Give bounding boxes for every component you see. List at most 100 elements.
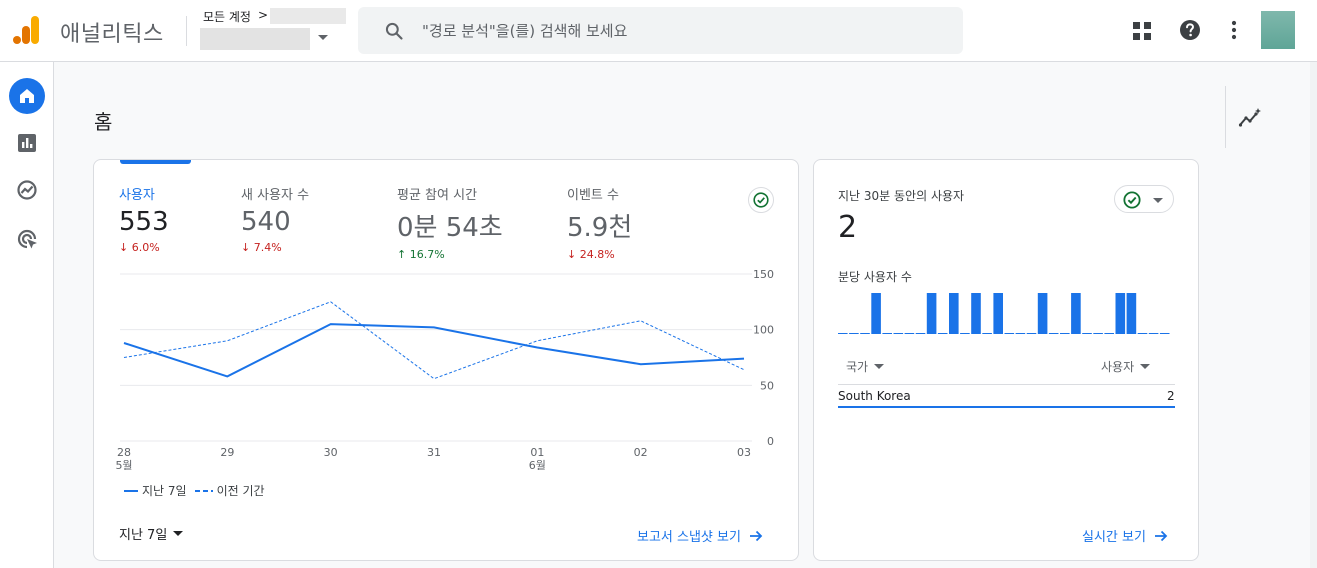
per-minute-bar bbox=[1082, 333, 1092, 334]
metric-tab-events[interactable]: 이벤트 수 5.9천 ↓ 24.8% bbox=[567, 184, 632, 261]
insights-icon[interactable] bbox=[1238, 106, 1262, 130]
per-minute-bar bbox=[1048, 333, 1059, 334]
caret-down-icon bbox=[874, 364, 885, 369]
legend-item-previous: 이전 기간 bbox=[194, 482, 265, 499]
metric-tab-new-users[interactable]: 새 사용자 수 540 ↓ 7.4% bbox=[241, 184, 309, 254]
column-header-users[interactable]: 사용자 bbox=[1101, 358, 1151, 375]
x-tick-label: 02 bbox=[634, 446, 648, 459]
x-month-label: 6월 bbox=[529, 459, 546, 470]
check-circle-icon bbox=[1123, 191, 1141, 209]
apps-grid-icon[interactable] bbox=[1132, 21, 1152, 41]
per-minute-bar bbox=[1037, 293, 1048, 334]
per-minute-bar bbox=[1126, 293, 1137, 334]
metric-tab-engagement-time[interactable]: 평균 참여 시간 0분 54초 ↑ 16.7% bbox=[397, 184, 503, 261]
top-bar: 애널리틱스 모든 계정 > bbox=[0, 0, 1317, 62]
per-minute-bar bbox=[915, 333, 926, 334]
redacted-property-name[interactable] bbox=[200, 28, 310, 50]
nav-home-button[interactable] bbox=[9, 78, 45, 114]
chart-legend: 지난 7일 이전 기간 bbox=[124, 482, 265, 499]
help-icon[interactable] bbox=[1179, 19, 1201, 41]
reports-icon[interactable] bbox=[16, 132, 38, 154]
date-range-selector[interactable]: 지난 7일 bbox=[119, 524, 184, 543]
link-label: 실시간 보기 bbox=[1082, 530, 1146, 545]
caret-down-icon bbox=[1140, 364, 1151, 369]
per-minute-bar bbox=[1004, 333, 1015, 334]
redacted-account-name bbox=[270, 8, 346, 24]
per-minute-bar bbox=[871, 293, 881, 334]
per-minute-bar bbox=[1148, 333, 1159, 334]
legend-item-current: 지난 7일 bbox=[124, 482, 187, 499]
realtime-quality-dropdown[interactable] bbox=[1114, 185, 1174, 213]
advertising-icon[interactable] bbox=[16, 228, 38, 250]
metric-value: 553 bbox=[119, 207, 169, 237]
metric-delta: ↓ 24.8% bbox=[567, 248, 615, 261]
y-tick-label: 100 bbox=[753, 324, 774, 337]
active-metric-indicator bbox=[120, 160, 191, 164]
page-title: 홈 bbox=[94, 110, 113, 134]
x-month-label: 5월 bbox=[115, 459, 132, 470]
x-tick-label: 28 bbox=[117, 446, 131, 459]
view-report-snapshot-link[interactable]: 보고서 스냅샷 보기 bbox=[637, 526, 763, 545]
per-minute-bar bbox=[982, 333, 992, 334]
legend-label: 지난 7일 bbox=[142, 484, 187, 498]
per-minute-bar bbox=[849, 333, 859, 334]
per-minute-subtitle: 분당 사용자 수 bbox=[838, 270, 912, 284]
per-minute-bar bbox=[971, 293, 981, 334]
account-breadcrumb-label[interactable]: 모든 계정 bbox=[203, 10, 251, 24]
metric-label: 사용자 bbox=[119, 188, 155, 203]
column-header-country[interactable]: 국가 bbox=[846, 358, 885, 375]
property-dropdown-icon[interactable] bbox=[318, 35, 328, 40]
per-minute-bar bbox=[1159, 333, 1170, 334]
analytics-logo-icon[interactable] bbox=[12, 15, 40, 45]
metric-label: 이벤트 수 bbox=[567, 188, 619, 203]
realtime-card: 지난 30분 동안의 사용자 2 분당 사용자 수 국가 사용자 South K… bbox=[813, 159, 1199, 561]
per-minute-bar bbox=[1093, 333, 1103, 334]
y-tick-label: 0 bbox=[767, 435, 774, 448]
x-tick-label: 30 bbox=[324, 446, 338, 459]
caret-down-icon bbox=[173, 531, 184, 536]
app-title: 애널리틱스 bbox=[60, 22, 164, 47]
per-minute-bar bbox=[937, 333, 948, 334]
legend-dashed-line bbox=[194, 489, 213, 492]
metric-label: 평균 참여 시간 bbox=[397, 188, 478, 203]
explore-icon[interactable] bbox=[16, 179, 38, 201]
series-line-current bbox=[123, 323, 745, 378]
per-minute-bar bbox=[926, 293, 937, 334]
search-bar[interactable] bbox=[358, 7, 963, 54]
home-icon bbox=[20, 89, 34, 103]
table-divider bbox=[838, 384, 1175, 385]
page-scrollbar[interactable] bbox=[1310, 62, 1317, 568]
date-range-label: 지난 7일 bbox=[119, 528, 168, 543]
x-tick-label: 01 bbox=[530, 446, 544, 459]
realtime-title: 지난 30분 동안의 사용자 bbox=[838, 189, 965, 203]
legend-label: 이전 기간 bbox=[216, 484, 265, 498]
per-minute-bar bbox=[860, 333, 870, 334]
account-avatar[interactable] bbox=[1261, 11, 1295, 49]
per-minute-bar bbox=[1137, 333, 1148, 334]
per-minute-bar bbox=[993, 293, 1003, 334]
data-quality-badge[interactable] bbox=[748, 187, 774, 213]
breadcrumb-chevron-icon: > bbox=[258, 8, 269, 22]
title-divider bbox=[186, 16, 187, 46]
more-vert-icon[interactable] bbox=[1226, 19, 1242, 41]
metric-value: 5.9천 bbox=[567, 213, 633, 243]
per-minute-bar bbox=[949, 293, 959, 334]
metric-delta: ↓ 7.4% bbox=[241, 241, 282, 254]
check-circle-icon bbox=[753, 192, 769, 208]
search-input[interactable] bbox=[422, 7, 942, 54]
view-realtime-link[interactable]: 실시간 보기 bbox=[1082, 526, 1168, 545]
overview-card: 사용자 553 ↓ 6.0% 새 사용자 수 540 ↓ 7.4% 평균 참여 … bbox=[93, 159, 799, 561]
arrow-down-icon: ↓ bbox=[241, 241, 254, 254]
per-minute-bar bbox=[893, 333, 904, 334]
per-minute-bar bbox=[1026, 333, 1037, 334]
metric-delta: ↑ 16.7% bbox=[397, 248, 445, 261]
per-minute-bar bbox=[1104, 333, 1114, 334]
left-navigation bbox=[0, 62, 54, 568]
y-tick-label: 50 bbox=[760, 379, 774, 392]
table-row-country: South Korea bbox=[838, 389, 911, 403]
per-minute-bar bbox=[1115, 293, 1126, 334]
link-label: 보고서 스냅샷 보기 bbox=[637, 530, 741, 545]
per-minute-bar bbox=[1015, 333, 1026, 334]
metric-tab-users[interactable]: 사용자 553 ↓ 6.0% bbox=[119, 184, 169, 254]
